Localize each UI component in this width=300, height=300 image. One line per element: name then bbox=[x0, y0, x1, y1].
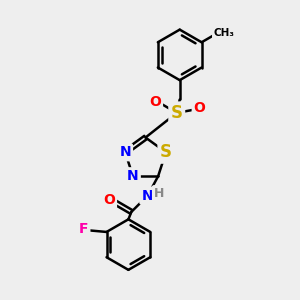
Text: O: O bbox=[103, 193, 115, 207]
Text: F: F bbox=[79, 222, 88, 236]
Text: N: N bbox=[127, 169, 139, 183]
Text: S: S bbox=[171, 104, 183, 122]
Text: O: O bbox=[194, 101, 206, 116]
Text: CH₃: CH₃ bbox=[214, 28, 235, 38]
Text: N: N bbox=[119, 145, 131, 159]
Text: O: O bbox=[149, 95, 161, 109]
Text: S: S bbox=[160, 143, 172, 161]
Text: N: N bbox=[141, 188, 153, 203]
Text: H: H bbox=[154, 187, 164, 200]
